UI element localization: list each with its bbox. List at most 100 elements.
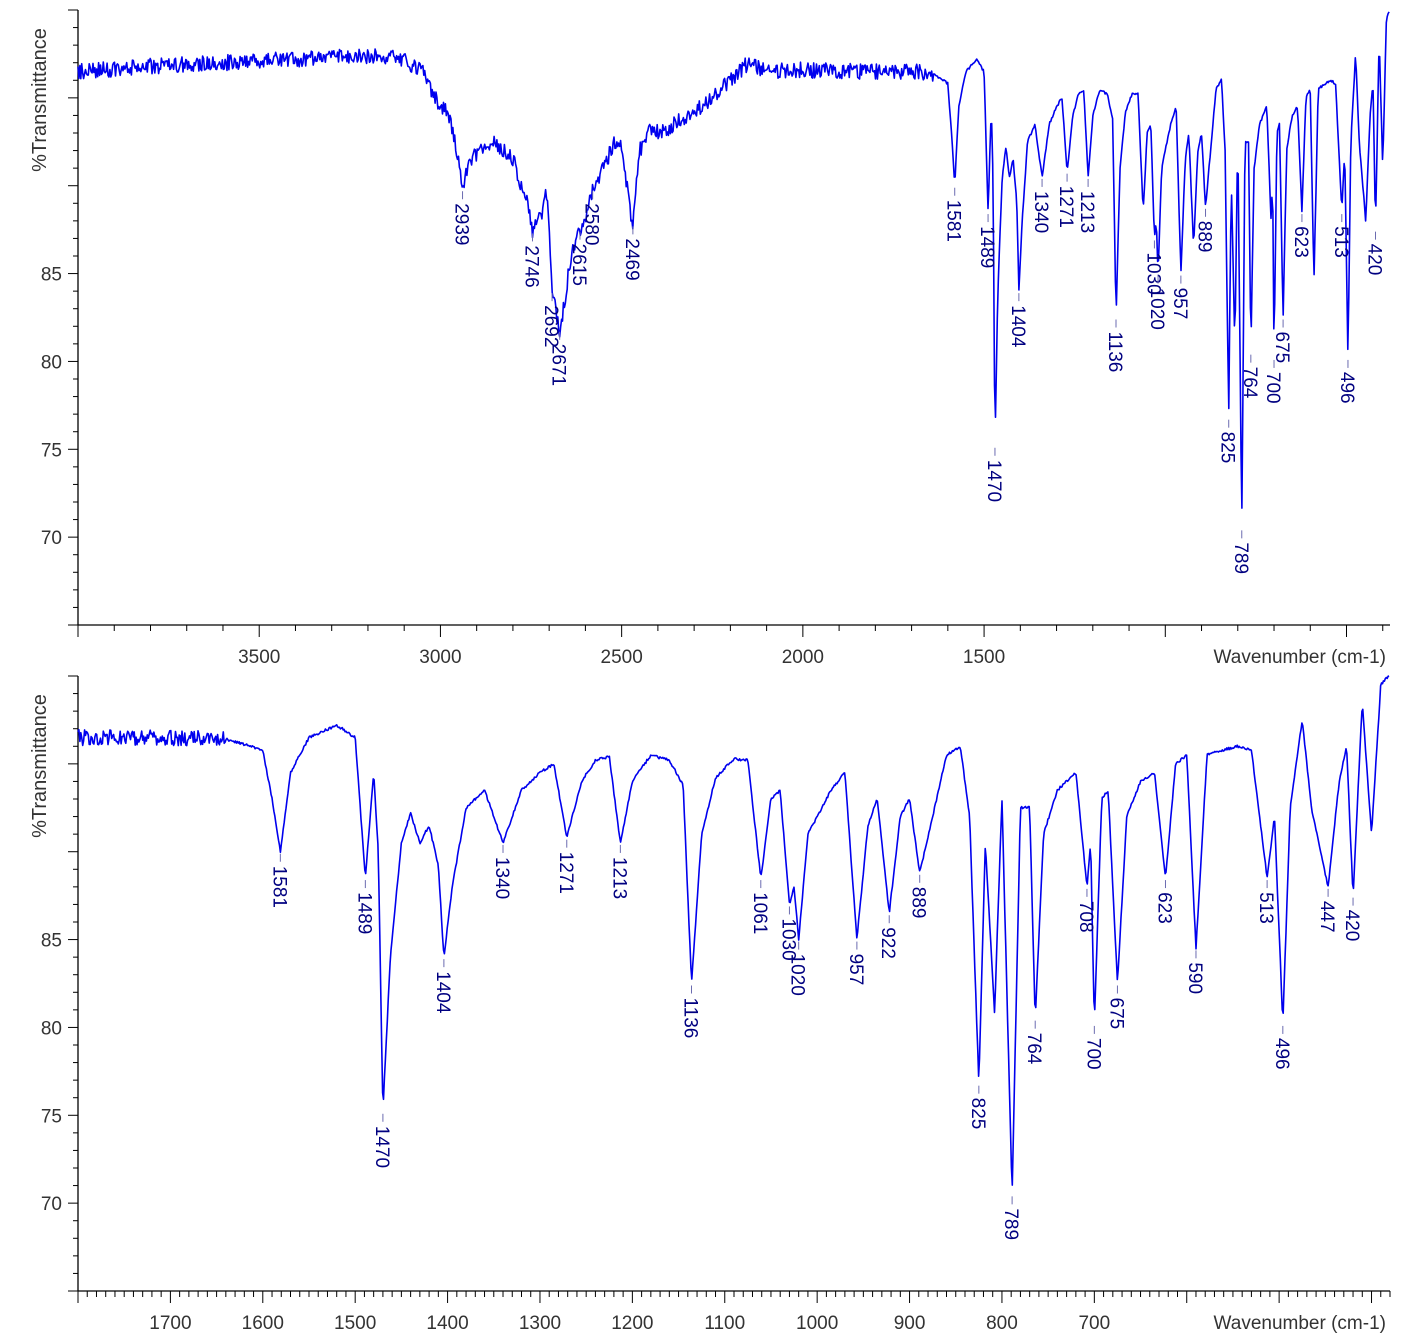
x-tick-label: 2000 (782, 647, 824, 668)
peak-label-513: 513 (1255, 880, 1276, 924)
peak-label-825: 825 (967, 1085, 988, 1130)
peak-label-text: 1136 (1104, 332, 1125, 373)
peak-label-1404: 1404 (432, 959, 453, 1014)
peak-label-text: 1404 (432, 971, 453, 1014)
x-tick-label: 700 (1078, 1313, 1110, 1334)
peak-label-text: 2615 (568, 244, 589, 286)
peak-label-889: 889 (908, 874, 929, 919)
peak-label-text: 1489 (353, 892, 374, 934)
y-tick-label: 75 (41, 1106, 62, 1127)
peak-label-1489: 1489 (976, 214, 997, 268)
peak-label-1271: 1271 (555, 839, 576, 894)
x-tick-label: 3500 (238, 647, 280, 668)
peak-label-text: 2692 (540, 305, 561, 347)
peak-label-text: 789 (1000, 1208, 1021, 1240)
peak-label-text: 2580 (581, 203, 602, 245)
x-tick-label: 2500 (601, 647, 643, 668)
peak-label-1136: 1136 (679, 985, 700, 1039)
peak-label-text: 1489 (976, 226, 997, 268)
peak-label-1020: 1020 (787, 941, 808, 996)
peak-label-text: 889 (908, 887, 929, 919)
peak-label-text: 700 (1082, 1038, 1103, 1070)
peak-label-text: 1470 (371, 1126, 392, 1168)
peak-label-1470: 1470 (371, 1113, 392, 1168)
peak-label-text: 1470 (983, 460, 1004, 502)
peak-label-764: 764 (1023, 1020, 1044, 1065)
peak-label-text: 764 (1023, 1033, 1044, 1065)
peak-label-text: 922 (877, 927, 898, 959)
peak-label-text: 825 (967, 1098, 988, 1130)
peak-label-text: 2939 (451, 203, 472, 245)
peak-label-text: 590 (1184, 962, 1205, 994)
x-tick-label: 1400 (426, 1313, 468, 1334)
peak-label-1061: 1061 (749, 880, 770, 934)
peak-label-text: 496 (1271, 1038, 1292, 1070)
spectrum-trace (77, 675, 1390, 1186)
peak-label-1030: 1030 (777, 906, 798, 961)
peak-label-text: 2671 (548, 344, 569, 386)
peak-label-text: 496 (1336, 372, 1357, 404)
x-tick-label: 1600 (242, 1313, 284, 1334)
peak-label-1581: 1581 (268, 853, 289, 908)
peak-label-700: 700 (1082, 1025, 1103, 1070)
peak-label-text: 1020 (787, 954, 808, 996)
peak-label-420: 420 (1364, 231, 1385, 276)
peak-label-889: 889 (1194, 208, 1215, 253)
peak-label-text: 1030 (1142, 252, 1163, 294)
peak-label-text: 825 (1217, 432, 1238, 464)
peak-label-2939: 2939 (451, 191, 472, 246)
peak-label-957: 957 (845, 941, 866, 985)
peak-label-text: 1271 (555, 852, 576, 894)
peak-label-2671: 2671 (548, 331, 569, 386)
x-tick-label: 900 (894, 1313, 926, 1334)
peak-label-text: 1581 (943, 200, 964, 242)
peak-label-957: 957 (1169, 275, 1190, 320)
x-tick-label: 800 (986, 1313, 1018, 1334)
x-tick-label: 1300 (519, 1313, 561, 1334)
peak-label-675: 675 (1271, 319, 1292, 364)
panel-2: 70 75 80 85 1700 1600 1500 1400 1300 1200 1100 1000… (29, 675, 1391, 1334)
peak-label-text: 700 (1262, 372, 1283, 404)
peak-label-922: 922 (877, 915, 898, 959)
x-tick-label: 1200 (611, 1313, 653, 1334)
y-tick-label: 80 (41, 1018, 62, 1039)
peak-label-1404: 1404 (1007, 293, 1028, 348)
x-tick-label: 1500 (963, 647, 1005, 668)
peak-label-text: 447 (1316, 901, 1337, 933)
peak-label-700: 700 (1262, 359, 1283, 404)
peak-label-text: 2469 (621, 238, 642, 280)
x-tick-label: 1700 (149, 1313, 191, 1334)
spectrum-trace (77, 11, 1390, 509)
peak-label-1213: 1213 (1076, 178, 1097, 233)
peak-label-text: 789 (1230, 542, 1251, 574)
peak-label-1136: 1136 (1104, 319, 1125, 373)
y-axis-title: %Transmittance (29, 28, 51, 172)
peak-label-2469: 2469 (621, 226, 642, 281)
peak-label-text: 513 (1255, 892, 1276, 924)
peak-label-496: 496 (1271, 1025, 1292, 1070)
peak-label-2746: 2746 (520, 233, 541, 288)
y-tick-label: 70 (41, 1194, 62, 1215)
peak-label-text: 623 (1153, 892, 1174, 924)
peak-label-1489: 1489 (353, 880, 374, 934)
peak-label-623: 623 (1153, 880, 1174, 924)
peak-label-1030: 1030 (1142, 240, 1163, 295)
y-tick-label: 70 (41, 528, 62, 549)
peak-label-text: 1136 (679, 998, 700, 1039)
peak-label-789: 789 (1230, 530, 1251, 574)
peak-label-764: 764 (1239, 354, 1260, 399)
peak-label-1581: 1581 (943, 187, 964, 242)
peak-label-text: 2746 (520, 245, 541, 287)
peak-label-text: 1020 (1146, 288, 1167, 330)
x-tick-label: 1100 (704, 1313, 745, 1334)
peak-label-text: 675 (1271, 332, 1292, 364)
peak-label-text: 1581 (268, 866, 289, 908)
peak-label-text: 1340 (1030, 191, 1051, 233)
peak-label-825: 825 (1217, 419, 1238, 464)
x-tick-label: 3000 (419, 647, 461, 668)
peak-label-text: 420 (1364, 244, 1385, 276)
peak-label-text: 957 (1169, 288, 1190, 320)
peak-label-2615: 2615 (568, 231, 589, 286)
peak-label-420: 420 (1341, 897, 1362, 941)
y-tick-label: 85 (41, 265, 62, 286)
